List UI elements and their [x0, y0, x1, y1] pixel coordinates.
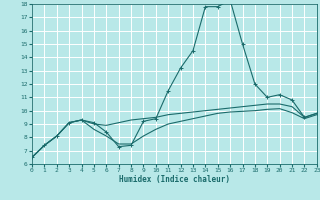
- X-axis label: Humidex (Indice chaleur): Humidex (Indice chaleur): [119, 175, 230, 184]
